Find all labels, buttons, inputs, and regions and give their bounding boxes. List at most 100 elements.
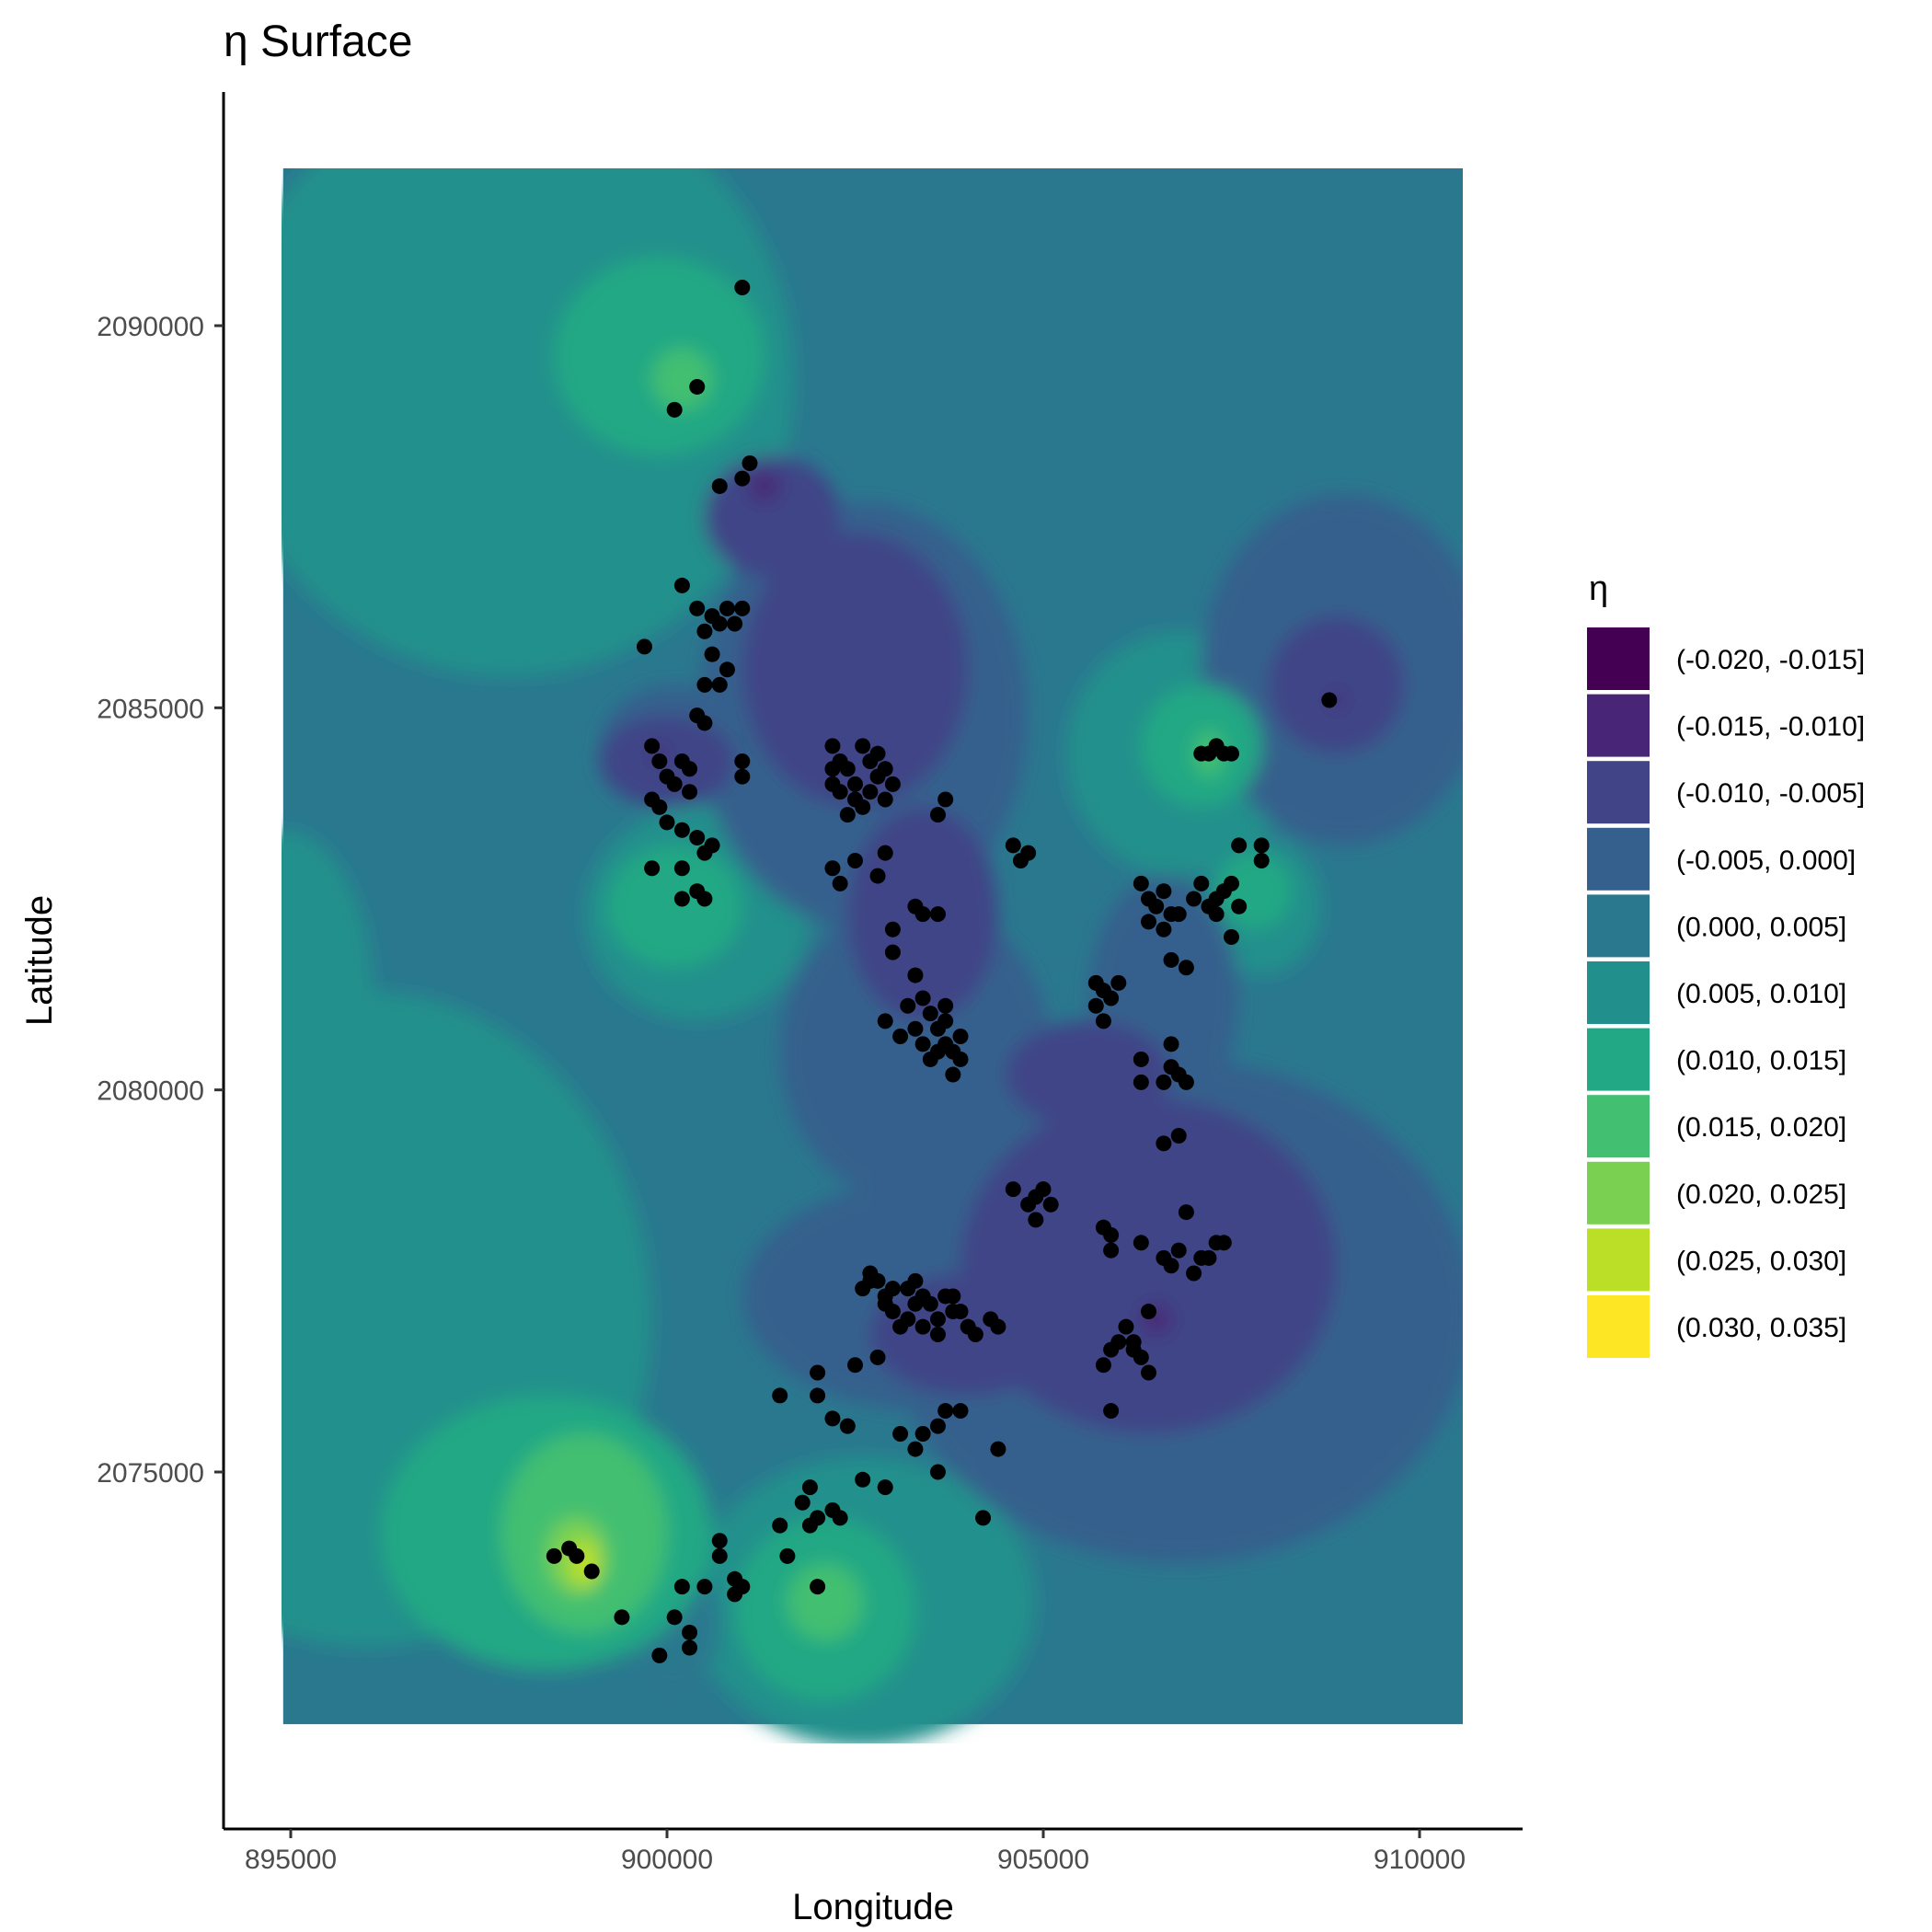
data-point [1215,1235,1232,1251]
data-point [682,761,698,777]
data-point [990,1441,1006,1457]
legend-swatch [1587,827,1650,891]
data-point [877,791,893,808]
data-point [937,1013,954,1029]
data-point [1118,1318,1134,1335]
data-point [929,1464,946,1480]
data-point [666,776,683,792]
data-point [1148,898,1165,914]
data-point [900,1281,916,1297]
contour-region [787,1563,863,1640]
data-point [1163,1036,1179,1052]
data-point [839,1418,856,1434]
data-point [1231,898,1248,914]
contour-region [1006,1020,1172,1129]
data-point [855,738,871,754]
data-point [772,1387,788,1404]
data-point [682,1639,698,1656]
contour-region [749,470,780,502]
data-point [1087,997,1104,1014]
data-point [824,860,841,877]
data-point [801,1479,818,1496]
data-point [847,852,863,868]
legend-label: (0.000, 0.005] [1676,912,1846,942]
data-points [546,279,1338,1663]
data-point [1095,1357,1111,1374]
contour-surface [282,168,1463,1743]
data-point [673,891,690,907]
data-point [1253,837,1270,854]
data-point [952,1029,969,1045]
data-point [1193,875,1210,891]
contour-region [606,845,742,968]
data-point [711,676,728,693]
data-point [1005,1181,1021,1198]
data-point [892,1318,909,1335]
data-point [1224,929,1239,946]
y-axis-title: Latitude [19,895,60,1026]
legend-swatch [1587,1095,1650,1158]
data-point [546,1547,562,1564]
legend-label: (0.015, 0.020] [1676,1112,1846,1143]
data-point [922,1295,938,1312]
legend-label: (-0.005, 0.000] [1676,845,1856,876]
data-point [1133,1349,1149,1365]
data-point [711,615,728,632]
data-point [937,1403,954,1420]
legend-title: η [1589,569,1608,608]
data-point [869,745,886,762]
legend-swatch [1587,761,1650,824]
legend-swatch [1587,894,1650,958]
data-point [1321,692,1338,708]
data-point [1012,852,1029,868]
data-point [734,470,751,487]
legend-swatch [1587,1295,1650,1358]
legend-items: (-0.020, -0.015] (-0.015, -0.010] (-0.010,… [1587,627,1865,1358]
data-point [711,1533,728,1549]
data-point [862,784,879,800]
x-tick-label: 905000 [997,1845,1089,1875]
data-point [673,1579,690,1595]
legend-swatch [1587,1161,1650,1225]
data-point [682,1624,698,1640]
data-point [810,1364,826,1381]
data-point [862,1265,879,1282]
data-point [884,776,901,792]
data-point [832,875,848,891]
legend: η (-0.020, -0.015] (-0.015, -0.010] (-0.01… [1587,569,1865,1358]
data-point [824,776,841,792]
legend-label: (0.005, 0.010] [1676,979,1846,1009]
legend-label: (0.030, 0.035] [1676,1313,1846,1343]
data-point [1170,1128,1187,1144]
data-point [673,577,690,593]
data-point [673,822,690,838]
data-point [1178,960,1194,976]
legend-swatch [1587,1228,1650,1292]
data-point [1133,1074,1149,1090]
data-point [1156,921,1172,937]
data-point [689,600,706,616]
contour-region [742,532,969,808]
data-point [810,1579,826,1595]
contour-region [651,348,713,410]
data-point [922,1051,938,1067]
data-point [1035,1181,1052,1198]
data-point [711,477,728,494]
data-point [734,768,751,785]
data-point [614,1609,630,1626]
data-point [1103,1341,1120,1358]
data-point [696,715,713,731]
data-point [801,1517,818,1534]
data-point [794,1494,811,1511]
data-point [914,990,931,1006]
data-point [892,1029,909,1045]
contour-region [282,830,374,1167]
data-point [832,1510,848,1526]
data-point [651,1647,668,1663]
data-point [839,761,856,777]
data-point [704,837,720,854]
data-point [877,1013,893,1029]
data-point [1186,891,1202,907]
data-point [1253,852,1270,868]
data-point [945,1066,961,1083]
